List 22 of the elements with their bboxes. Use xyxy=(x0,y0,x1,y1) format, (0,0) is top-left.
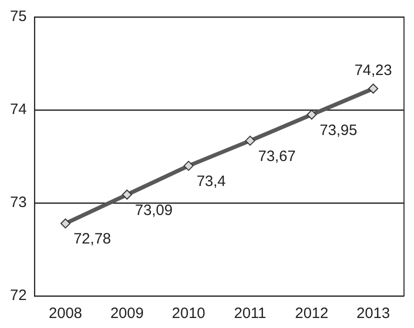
y-tick-label: 73 xyxy=(10,194,27,212)
data-label: 73,67 xyxy=(258,148,296,165)
x-tick-label: 2011 xyxy=(234,305,266,322)
point xyxy=(368,84,378,94)
data-label: 72,78 xyxy=(73,230,112,248)
point xyxy=(245,136,256,146)
data-label: 73,95 xyxy=(320,122,358,139)
point xyxy=(122,190,132,200)
data-label: 74,23 xyxy=(354,62,392,79)
y-tick-label: 74 xyxy=(10,101,27,118)
x-tick-label: 2013 xyxy=(356,305,390,322)
point xyxy=(60,218,70,228)
y-tick-label: 75 xyxy=(10,8,27,26)
data-label: 73,4 xyxy=(196,172,226,190)
point xyxy=(306,110,317,120)
point xyxy=(184,160,194,171)
x-tick-label: 2008 xyxy=(48,305,82,322)
x-tick-label: 2010 xyxy=(172,305,206,322)
y-tick-label: 72 xyxy=(10,287,27,304)
x-tick-label: 2012 xyxy=(294,305,328,322)
data-label: 73,09 xyxy=(135,202,173,219)
x-tick-label: 2009 xyxy=(110,305,144,322)
